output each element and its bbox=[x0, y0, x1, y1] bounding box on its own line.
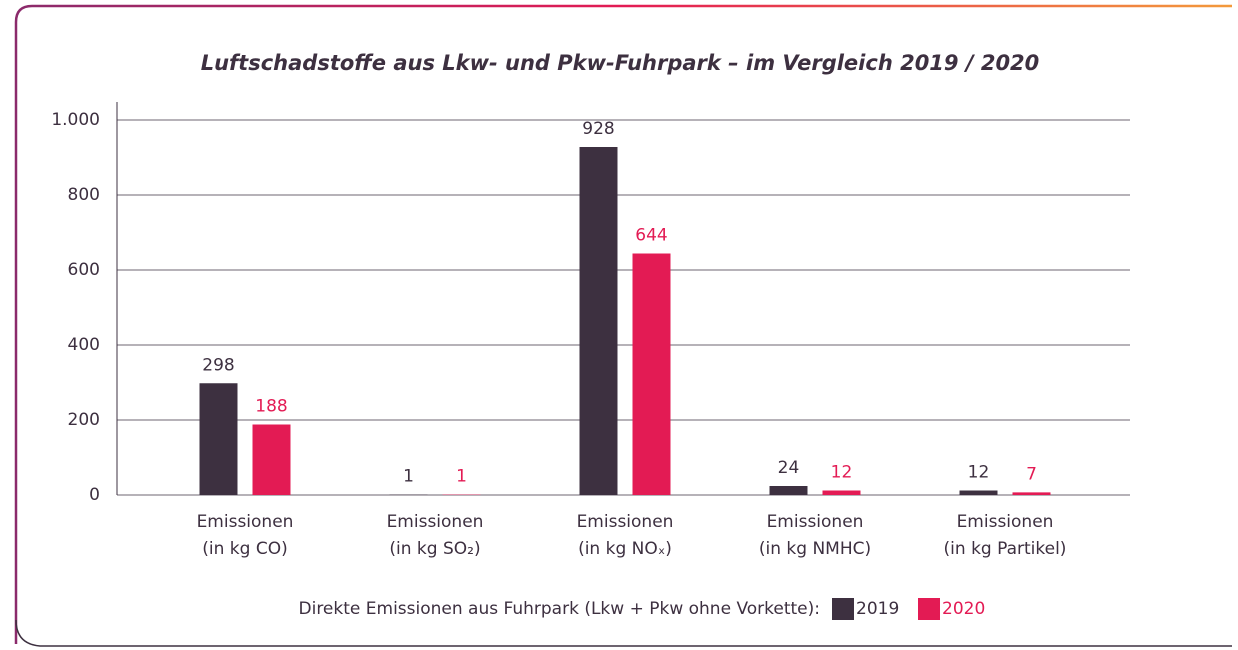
value-label: 928 bbox=[582, 119, 614, 139]
bar bbox=[822, 490, 861, 495]
chart-title: Luftschadstoffe aus Lkw- und Pkw-Fuhrpar… bbox=[201, 51, 1040, 75]
bar bbox=[1012, 492, 1051, 495]
legend-swatch bbox=[918, 598, 940, 620]
legend-label: 2020 bbox=[942, 599, 985, 619]
bar bbox=[769, 486, 808, 495]
value-label: 12 bbox=[831, 463, 853, 483]
legend-swatch bbox=[832, 598, 854, 620]
value-label: 644 bbox=[635, 226, 667, 246]
bar bbox=[579, 147, 618, 495]
frame bbox=[15, 619, 1232, 647]
value-label: 1 bbox=[456, 467, 467, 487]
y-tick-label: 0 bbox=[89, 485, 100, 505]
x-tick-label: (in kg Partikel) bbox=[944, 539, 1067, 559]
frame bbox=[14, 4, 1232, 644]
x-tick-label: Emissionen bbox=[767, 512, 864, 532]
bar bbox=[199, 383, 238, 495]
y-tick-label: 1.000 bbox=[51, 110, 100, 130]
value-label: 188 bbox=[255, 397, 287, 417]
x-tick-label: (in kg NMHC) bbox=[759, 539, 871, 559]
x-tick-label: (in kg SO₂) bbox=[389, 539, 480, 559]
y-tick-label: 200 bbox=[68, 410, 100, 430]
x-tick-label: Emissionen bbox=[957, 512, 1054, 532]
bar bbox=[632, 253, 671, 495]
legend-label: 2019 bbox=[856, 599, 899, 619]
x-tick-label: (in kg CO) bbox=[202, 539, 287, 559]
y-tick-label: 600 bbox=[68, 260, 100, 280]
bar bbox=[959, 490, 998, 495]
value-label: 298 bbox=[202, 355, 234, 375]
value-label: 7 bbox=[1026, 464, 1037, 484]
legend-title: Direkte Emissionen aus Fuhrpark (Lkw + P… bbox=[299, 599, 821, 619]
x-tick-label: Emissionen bbox=[197, 512, 294, 532]
y-tick-label: 800 bbox=[68, 185, 100, 205]
y-tick-label: 400 bbox=[68, 335, 100, 355]
x-tick-label: Emissionen bbox=[577, 512, 674, 532]
value-label: 12 bbox=[968, 463, 990, 483]
value-label: 24 bbox=[778, 458, 800, 478]
x-tick-label: Emissionen bbox=[387, 512, 484, 532]
bar bbox=[252, 424, 291, 495]
x-tick-label: (in kg NOₓ) bbox=[578, 539, 672, 559]
value-label: 1 bbox=[403, 467, 414, 487]
